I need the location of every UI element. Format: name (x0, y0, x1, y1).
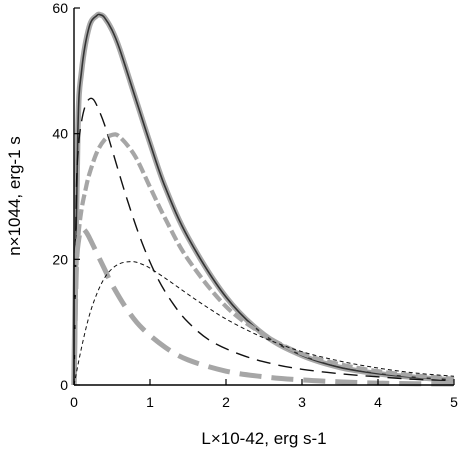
y-tick-label: 40 (52, 126, 68, 142)
x-tick-group: 0 1 2 3 4 5 (70, 379, 458, 410)
y-tick-label: 20 (52, 251, 68, 267)
y-tick-group: 0 20 40 60 (52, 0, 80, 393)
series-line-2 (73, 97, 455, 386)
x-axis-title: L×10-42, erg s-1 (201, 429, 326, 448)
series-line-4 (71, 226, 455, 387)
y-axis-title: n×1044, erg-1 s (5, 136, 24, 256)
series-line-1 (71, 11, 455, 386)
series-line-3 (71, 132, 455, 386)
series-lines (71, 11, 455, 387)
y-tick-label: 60 (52, 0, 68, 16)
series-line-1-core (73, 13, 455, 386)
x-tick-label: 4 (374, 394, 382, 410)
x-tick-label: 0 (70, 394, 78, 410)
x-tick-label: 5 (450, 394, 458, 410)
series-line-5 (73, 261, 455, 386)
y-tick-label: 0 (60, 377, 68, 393)
x-tick-label: 1 (146, 394, 154, 410)
x-tick-label: 3 (298, 394, 306, 410)
axes (73, 8, 454, 386)
x-tick-label: 2 (222, 394, 230, 410)
